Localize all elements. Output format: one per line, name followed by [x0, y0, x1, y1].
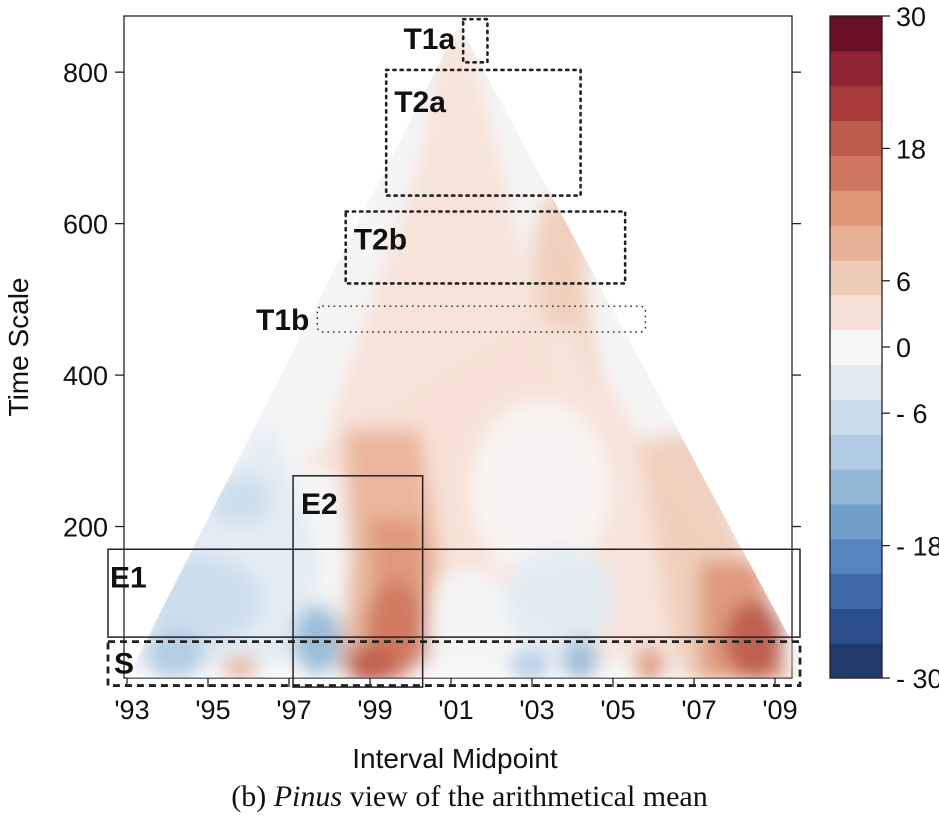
x-tick-label: '99	[357, 695, 392, 725]
region-label: T1a	[403, 23, 455, 56]
colorbar-band	[830, 120, 882, 156]
colorbar-band	[830, 608, 882, 644]
region-box	[292, 475, 424, 688]
colorbar-band	[830, 399, 882, 435]
y-tick-label: 800	[63, 58, 108, 88]
colorbar-band	[830, 329, 882, 366]
x-axis: '93 '95 '97 '99 '01 '03 '05 '07 '09	[114, 678, 798, 725]
x-tick-label: '97	[276, 695, 311, 725]
y-axis: 200 400 600 800	[63, 58, 124, 543]
colorbar-band	[830, 294, 882, 331]
x-tick-label: '01	[438, 695, 473, 725]
y-tick-label: 600	[63, 210, 108, 240]
colorbar-band	[830, 503, 882, 540]
region-box	[344, 210, 627, 285]
x-tick-label: '07	[681, 695, 716, 725]
region-t2b: T2b	[344, 210, 627, 285]
colorbar-band	[830, 85, 882, 122]
y-tick-label: 200	[63, 513, 108, 543]
colorbar-band	[830, 190, 882, 226]
caption-prefix: (b)	[231, 780, 274, 813]
colorbar-tick-label: 6	[896, 267, 911, 297]
x-tick-label: '05	[600, 695, 635, 725]
region-box	[461, 17, 489, 64]
colorbar-tick-label: - 30	[896, 664, 939, 694]
y-axis-right-ticks	[792, 71, 801, 528]
colorbar-band	[830, 434, 882, 470]
colorbar-band	[830, 538, 882, 575]
caption-suffix: view of the arithmetical mean	[342, 780, 708, 813]
colorbar-band	[830, 573, 882, 609]
colorbar-band	[830, 225, 882, 261]
colorbar-band	[830, 155, 882, 191]
y-tick-label: 400	[63, 361, 108, 391]
region-e2: E2	[292, 475, 424, 688]
colorbar-tick-label: - 6	[896, 399, 928, 429]
caption-italic: Pinus	[273, 780, 343, 813]
region-label: E1	[110, 561, 147, 594]
region-t1b: T1b	[256, 304, 647, 337]
region-annotations: T1a T2a T2b T1b E2 E1 S	[106, 17, 802, 688]
region-label: T1b	[256, 304, 309, 337]
colorbar-band	[830, 364, 882, 400]
figure-caption: (b) Pinus view of the arithmetical mean	[0, 780, 939, 814]
region-t1a: T1a	[403, 17, 489, 64]
region-label: T2a	[394, 86, 446, 119]
x-tick-label: '03	[519, 695, 554, 725]
colorbar-tick-label: 30	[896, 2, 926, 32]
region-box	[384, 68, 582, 197]
x-tick-label: '95	[195, 695, 230, 725]
y-axis-title: Time Scale	[3, 277, 34, 416]
x-tick-label: '93	[114, 695, 149, 725]
heatmap-surface	[127, 24, 792, 679]
colorbar-tick-label: 18	[896, 134, 926, 164]
region-box	[106, 640, 802, 687]
colorbar: 30 18 6 0 - 6 - 18 - 30	[829, 2, 939, 694]
region-label: S	[114, 648, 134, 681]
region-s: S	[106, 640, 802, 687]
x-axis-title: Interval Midpoint	[352, 743, 558, 774]
colorbar-tick-label: - 18	[896, 532, 939, 562]
colorbar-band	[830, 468, 882, 505]
colorbar-band	[830, 16, 882, 52]
colorbar-tick-label: 0	[896, 333, 911, 363]
region-e1: E1	[107, 548, 801, 638]
region-t2a: T2a	[384, 68, 582, 197]
colorbar-band	[830, 50, 882, 87]
region-label: E2	[301, 488, 338, 521]
colorbar-band	[830, 643, 882, 679]
region-label: T2b	[354, 224, 407, 257]
region-box	[107, 548, 801, 638]
x-tick-label: '09	[762, 695, 797, 725]
colorbar-band	[830, 259, 882, 296]
